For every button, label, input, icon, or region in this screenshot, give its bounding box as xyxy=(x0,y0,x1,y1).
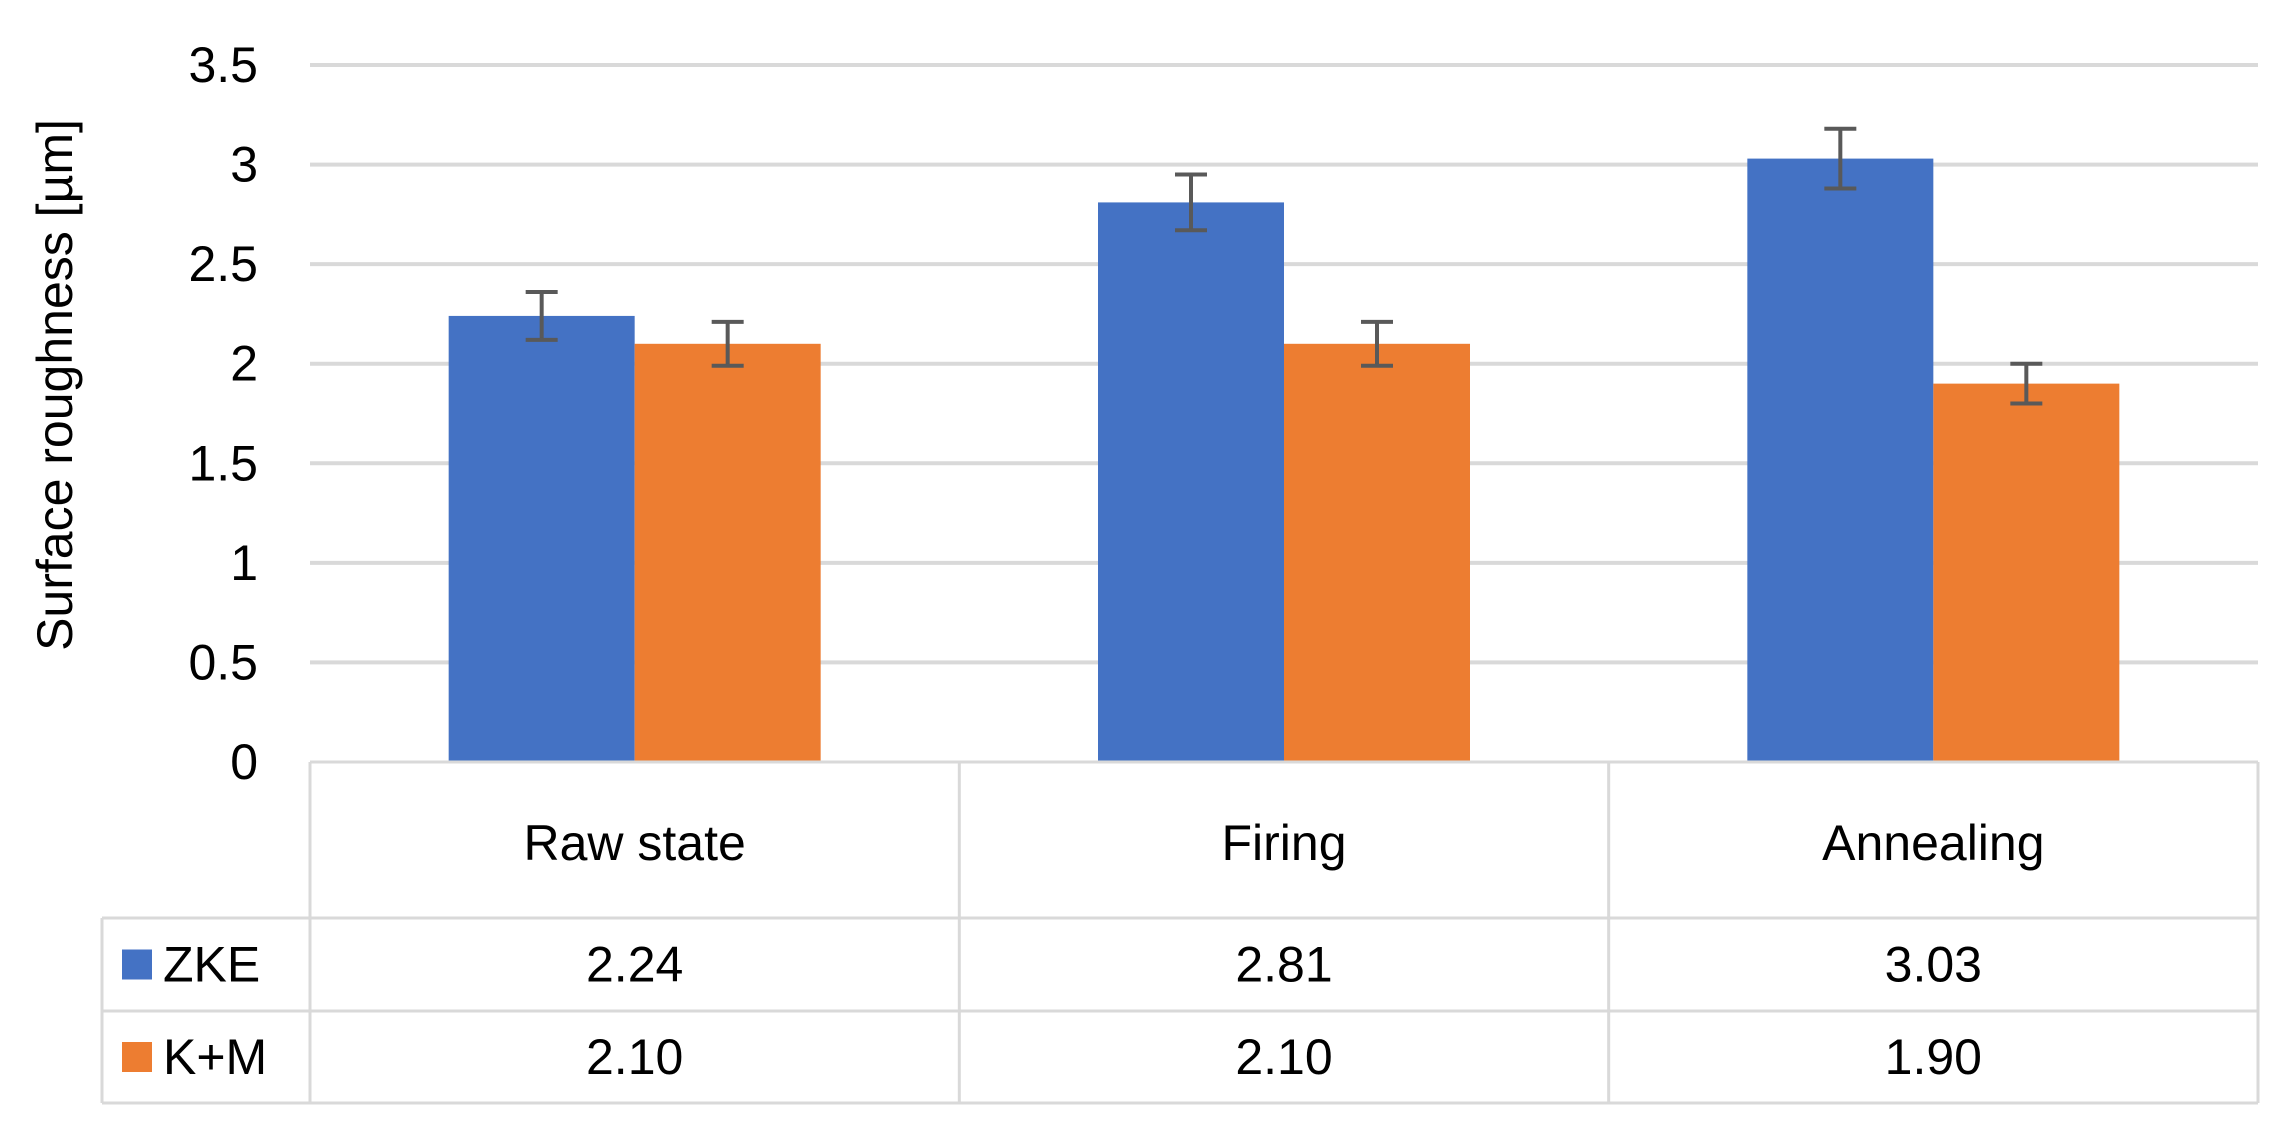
y-tick-label: 0.5 xyxy=(188,634,258,690)
data-label: 1.90 xyxy=(1885,1029,1982,1085)
data-label: 2.24 xyxy=(586,937,683,993)
legend-swatch xyxy=(122,1042,152,1072)
y-tick-label: 3 xyxy=(230,137,258,193)
y-tick-label: 3.5 xyxy=(188,37,258,93)
data-label: 2.10 xyxy=(1235,1029,1332,1085)
bar-k-m xyxy=(634,343,821,762)
y-tick-label: 1.5 xyxy=(188,435,258,491)
y-tick-label: 2 xyxy=(230,336,258,392)
y-axis-ticks: 0 0.5 1 1.5 2 2.5 3 3.5 xyxy=(188,37,258,790)
legend-label: K+M xyxy=(163,1029,267,1085)
bars xyxy=(448,158,2120,762)
y-tick-label: 1 xyxy=(230,535,258,591)
bar-k-m xyxy=(1284,343,1470,762)
legend-swatch xyxy=(122,949,152,980)
category-label: Firing xyxy=(1221,815,1346,871)
legend-label: ZKE xyxy=(163,937,260,993)
data-table: Raw state Firing Annealing ZKE 2.24 2.81 3.03 K… xyxy=(100,760,2260,1105)
bar-zke xyxy=(1098,202,1284,762)
data-label: 2.10 xyxy=(586,1029,683,1085)
y-tick-label: 2.5 xyxy=(188,236,258,292)
y-tick-label: 0 xyxy=(230,734,258,790)
bar-zke xyxy=(1747,158,1934,762)
bar-zke xyxy=(448,315,635,762)
error-bars xyxy=(525,126,2043,406)
data-label: 2.81 xyxy=(1235,937,1332,993)
category-label: Raw state xyxy=(524,815,746,871)
data-label: 3.03 xyxy=(1885,937,1982,993)
bar-k-m xyxy=(1933,383,2120,762)
y-axis-label: Surface roughness [µm] xyxy=(27,119,83,651)
category-label: Annealing xyxy=(1822,815,2044,871)
